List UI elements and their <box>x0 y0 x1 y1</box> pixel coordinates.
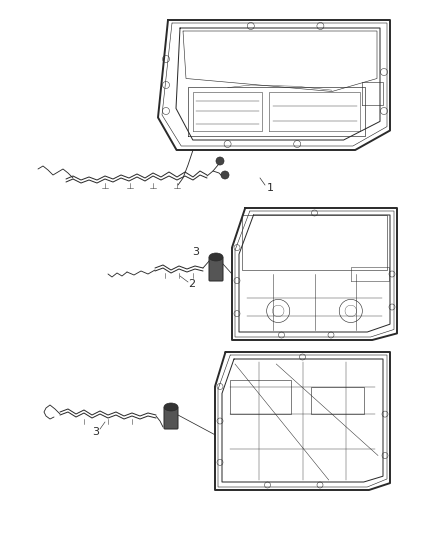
Circle shape <box>221 171 229 179</box>
Bar <box>311 386 364 414</box>
FancyBboxPatch shape <box>164 407 178 429</box>
Ellipse shape <box>209 253 223 261</box>
Text: 3: 3 <box>92 427 99 437</box>
FancyBboxPatch shape <box>209 257 223 281</box>
Bar <box>230 379 291 414</box>
Ellipse shape <box>164 403 178 411</box>
Text: 1: 1 <box>266 183 273 193</box>
Circle shape <box>216 157 224 165</box>
Text: 2: 2 <box>188 279 195 289</box>
Text: 3: 3 <box>192 247 199 257</box>
